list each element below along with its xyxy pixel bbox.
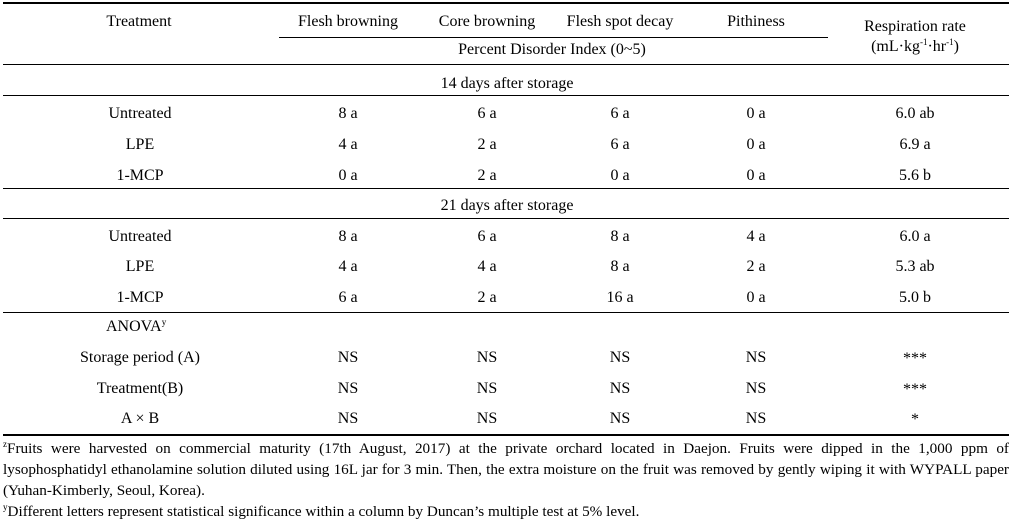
section14-rule [3, 95, 1009, 96]
table-top-rule [3, 2, 1009, 4]
section21-rule [3, 218, 1009, 219]
cell-flesh-browning: 0 a [338, 167, 358, 184]
cell-respiration: 5.3 ab [895, 258, 935, 275]
cell-respiration: 5.6 b [899, 167, 931, 184]
cell-pithiness: NS [745, 410, 767, 427]
anova-row-label: Treatment(B) [96, 380, 184, 397]
footnote-y-marker: y [3, 502, 8, 512]
section-title-14-days: 14 days after storage [440, 75, 574, 92]
cell-flesh-browning: NS [337, 380, 359, 397]
cell-core-browning: 6 a [477, 105, 497, 122]
anova-divider-rule [3, 312, 1009, 313]
cell-pithiness: 2 a [746, 258, 766, 275]
footnote-y-text: Different letters represent statistical … [7, 503, 640, 520]
cell-flesh-spot-decay: NS [609, 410, 631, 427]
cell-core-browning: NS [476, 410, 498, 427]
cell-flesh-spot-decay: 0 a [610, 167, 630, 184]
cell-core-browning: NS [476, 380, 498, 397]
cell-respiration: 6.0 ab [895, 105, 935, 122]
anova-row-label: A × B [120, 410, 160, 427]
row-treatment: LPE [125, 258, 155, 275]
cell-flesh-browning: NS [337, 349, 359, 366]
cell-core-browning: NS [476, 349, 498, 366]
cell-pithiness: 4 a [746, 228, 766, 245]
header-treatment: Treatment [106, 13, 172, 30]
cell-respiration: 5.0 b [899, 289, 931, 306]
cell-pithiness: 0 a [746, 105, 766, 122]
table-bottom-rule [3, 434, 1009, 436]
row-treatment: Untreated [108, 228, 172, 245]
cell-flesh-spot-decay: 16 a [606, 289, 634, 306]
cell-pithiness: NS [745, 380, 767, 397]
cell-pithiness: 0 a [746, 289, 766, 306]
cell-flesh-browning: 8 a [338, 228, 358, 245]
cell-respiration: * [911, 411, 919, 428]
cell-pithiness: NS [745, 349, 767, 366]
cell-flesh-browning: 6 a [338, 289, 358, 306]
cell-flesh-spot-decay: 6 a [610, 105, 630, 122]
cell-flesh-browning: 8 a [338, 105, 358, 122]
cell-flesh-spot-decay: 8 a [610, 258, 630, 275]
header-respiration-unit: (mL·kg-1·hr-1) [871, 37, 959, 56]
cell-core-browning: 2 a [477, 289, 497, 306]
section-title-21-days: 21 days after storage [440, 197, 574, 214]
header-respiration-rate: Respiration rate [864, 18, 966, 35]
footnote-z-marker: z [3, 439, 7, 449]
row-treatment: 1-MCP [116, 289, 164, 306]
header-span-rule [279, 37, 828, 38]
anova-row-label: Storage period (A) [80, 349, 200, 366]
row-treatment: LPE [125, 136, 155, 153]
footnote-y: yDifferent letters represent statistical… [3, 501, 1009, 522]
cell-core-browning: 2 a [477, 167, 497, 184]
cell-pithiness: 0 a [746, 167, 766, 184]
footnote-z: zFruits were harvested on commercial mat… [3, 438, 1009, 501]
cell-core-browning: 2 a [477, 136, 497, 153]
cell-core-browning: 6 a [477, 228, 497, 245]
header-flesh-browning: Flesh browning [298, 13, 398, 30]
header-percent-disorder-index: Percent Disorder Index (0~5) [458, 41, 646, 58]
cell-flesh-browning: 4 a [338, 258, 358, 275]
cell-flesh-browning: 4 a [338, 136, 358, 153]
cell-pithiness: 0 a [746, 136, 766, 153]
cell-flesh-browning: NS [337, 410, 359, 427]
cell-flesh-spot-decay: NS [609, 380, 631, 397]
cell-core-browning: 4 a [477, 258, 497, 275]
cell-respiration: *** [903, 381, 927, 398]
header-core-browning: Core browning [438, 13, 536, 30]
header-pithiness: Pithiness [727, 13, 785, 30]
cell-flesh-spot-decay: 8 a [610, 228, 630, 245]
footnote-z-text: Fruits were harvested on commercial matu… [3, 440, 1009, 499]
header-bottom-rule [3, 64, 1009, 65]
row-treatment: 1-MCP [116, 167, 164, 184]
header-flesh-spot-decay: Flesh spot decay [566, 13, 674, 30]
cell-flesh-spot-decay: 6 a [610, 136, 630, 153]
section-divider-rule [3, 188, 1009, 189]
row-treatment: Untreated [108, 105, 172, 122]
cell-respiration: 6.0 a [899, 228, 931, 245]
cell-respiration: *** [903, 350, 927, 367]
cell-respiration: 6.9 a [899, 136, 931, 153]
cell-flesh-spot-decay: NS [609, 349, 631, 366]
anova-title: ANOVAy [106, 317, 167, 336]
